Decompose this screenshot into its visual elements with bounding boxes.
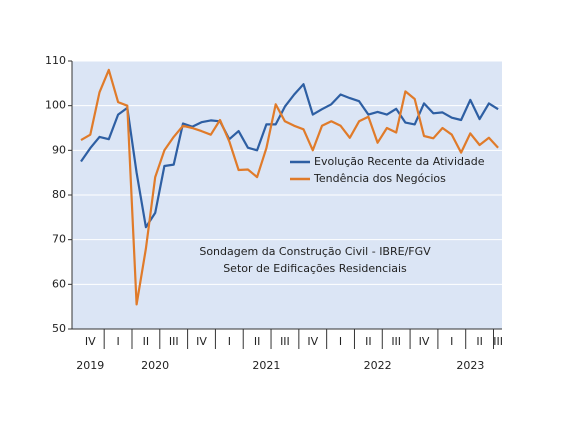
year-label: 2021	[252, 359, 280, 372]
x-tick-label: II	[365, 335, 372, 348]
y-tick-label: 50	[52, 322, 66, 335]
x-tick-label: III	[169, 335, 179, 348]
x-tick-label: II	[254, 335, 261, 348]
legend-label: Evolução Recente da Atividade	[314, 155, 485, 168]
x-tick-label: IV	[307, 335, 318, 348]
year-label: 2022	[364, 359, 392, 372]
x-tick-label: II	[476, 335, 483, 348]
y-tick-label: 70	[52, 233, 66, 246]
x-tick-label: I	[450, 335, 453, 348]
x-tick-label: II	[143, 335, 150, 348]
y-tick-label: 100	[45, 99, 66, 112]
x-tick-label: IV	[85, 335, 96, 348]
x-tick-label: I	[116, 335, 119, 348]
y-tick-label: 80	[52, 188, 66, 201]
year-label: 2023	[456, 359, 484, 372]
year-label: 2019	[76, 359, 104, 372]
x-tick-label: IV	[196, 335, 207, 348]
annotation: Setor de Edificações Residenciais	[223, 262, 407, 275]
x-tick-label: III	[493, 335, 503, 348]
legend-label: Tendência dos Negócios	[313, 172, 446, 185]
x-tick-label: III	[280, 335, 290, 348]
year-label: 2020	[141, 359, 169, 372]
x-tick-label: IV	[419, 335, 430, 348]
x-tick-label: III	[391, 335, 401, 348]
y-tick-label: 60	[52, 277, 66, 290]
annotation: Sondagem da Construção Civil - IBRE/FGV	[199, 245, 431, 258]
x-tick-label: I	[339, 335, 342, 348]
y-tick-label: 110	[45, 54, 66, 67]
series-line	[80, 68, 499, 306]
y-tick-label: 90	[52, 143, 66, 156]
x-tick-label: I	[228, 335, 231, 348]
